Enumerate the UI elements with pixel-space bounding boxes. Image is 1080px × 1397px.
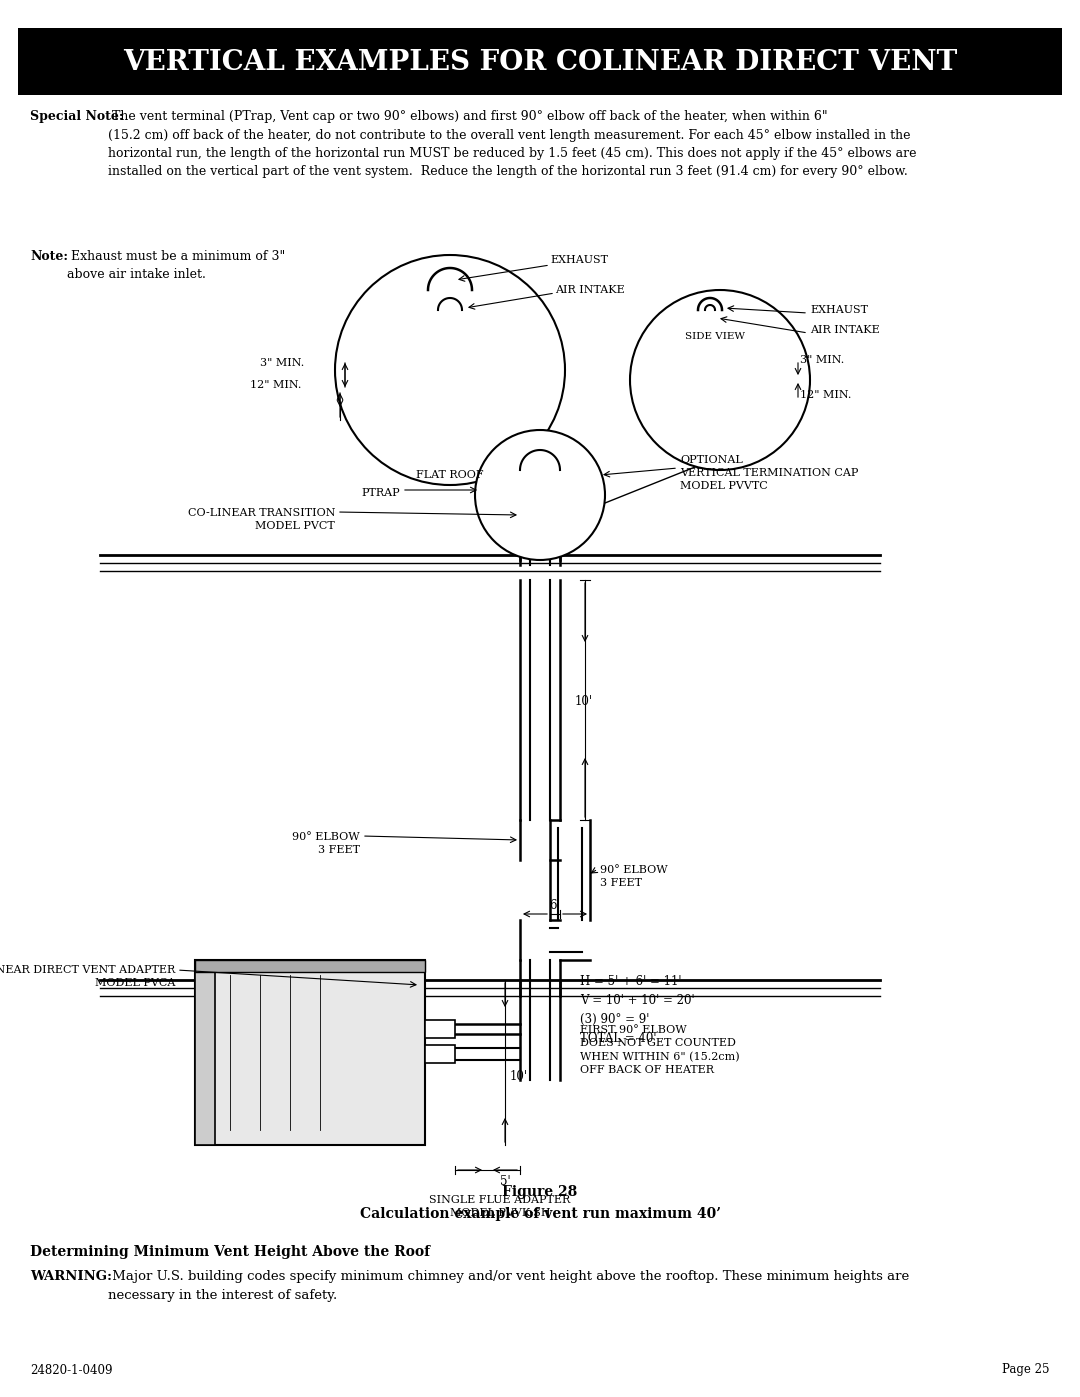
Bar <box>426 1045 455 1063</box>
Text: Page 25: Page 25 <box>1002 1363 1050 1376</box>
Circle shape <box>475 430 605 560</box>
Text: 90° ELBOW
3 FEET: 90° ELBOW 3 FEET <box>293 833 360 855</box>
Text: WARNING:: WARNING: <box>30 1270 112 1282</box>
Text: FIRST 90° ELBOW
DOES NOT GET COUNTED
WHEN WITHIN 6" (15.2cm)
OFF BACK OF HEATER: FIRST 90° ELBOW DOES NOT GET COUNTED WHE… <box>580 1025 740 1076</box>
Text: 3" MIN.: 3" MIN. <box>800 355 845 365</box>
Text: EXHAUST: EXHAUST <box>550 256 608 265</box>
Text: 5': 5' <box>500 1175 511 1187</box>
Bar <box>195 960 426 1146</box>
Bar <box>426 1020 455 1038</box>
Text: 6': 6' <box>550 900 561 912</box>
Text: Note:: Note: <box>30 250 68 263</box>
Text: AIR INTAKE: AIR INTAKE <box>555 285 624 295</box>
Text: SIDE VIEW: SIDE VIEW <box>685 332 745 341</box>
Bar <box>195 960 215 1146</box>
Bar <box>195 960 426 972</box>
Text: The vent terminal (PTrap, Vent cap or two 90° elbows) and first 90° elbow off ba: The vent terminal (PTrap, Vent cap or tw… <box>108 110 917 179</box>
Text: PTRAP: PTRAP <box>362 488 400 497</box>
Text: Special Note:: Special Note: <box>30 110 123 123</box>
Text: CO-LINEAR DIRECT VENT ADAPTER
MODEL PVCA: CO-LINEAR DIRECT VENT ADAPTER MODEL PVCA <box>0 965 175 988</box>
Circle shape <box>630 291 810 469</box>
Text: 90° ELBOW
3 FEET: 90° ELBOW 3 FEET <box>600 865 667 888</box>
Text: OPTIONAL
VERTICAL TERMINATION CAP
MODEL PVVTC: OPTIONAL VERTICAL TERMINATION CAP MODEL … <box>680 455 859 492</box>
Text: EXHAUST: EXHAUST <box>810 305 868 314</box>
Text: Exhaust must be a minimum of 3"
above air intake inlet.: Exhaust must be a minimum of 3" above ai… <box>67 250 285 282</box>
Text: 10': 10' <box>510 1070 528 1083</box>
Text: 3" MIN.: 3" MIN. <box>260 358 305 367</box>
Text: Figure 28: Figure 28 <box>502 1185 578 1199</box>
Text: H = 5' + 6' = 11'
V = 10' + 10' = 20'
(3) 90° = 9'
TOTAL = 40': H = 5' + 6' = 11' V = 10' + 10' = 20' (3… <box>580 975 694 1045</box>
Text: Major U.S. building codes specify minimum chimney and/or vent height above the r: Major U.S. building codes specify minimu… <box>108 1270 909 1302</box>
Text: CO-LINEAR TRANSITION
MODEL PVCT: CO-LINEAR TRANSITION MODEL PVCT <box>188 509 335 531</box>
Text: 12" MIN.: 12" MIN. <box>249 380 301 390</box>
Text: 12" MIN.: 12" MIN. <box>800 390 851 400</box>
Text: FLAT ROOF: FLAT ROOF <box>416 469 484 481</box>
Text: AIR INTAKE: AIR INTAKE <box>810 326 880 335</box>
Text: SINGLE FLUE ADAPTER
MODEL PVVK-SH: SINGLE FLUE ADAPTER MODEL PVVK-SH <box>430 1194 570 1218</box>
Bar <box>18 28 1062 95</box>
Text: VERTICAL EXAMPLES FOR COLINEAR DIRECT VENT: VERTICAL EXAMPLES FOR COLINEAR DIRECT VE… <box>123 49 957 75</box>
Circle shape <box>335 256 565 485</box>
Text: 10': 10' <box>575 694 593 708</box>
Text: 24820-1-0409: 24820-1-0409 <box>30 1363 112 1376</box>
Text: Determining Minimum Vent Height Above the Roof: Determining Minimum Vent Height Above th… <box>30 1245 430 1259</box>
Text: Calculation example of vent run maximum 40’: Calculation example of vent run maximum … <box>360 1207 720 1221</box>
